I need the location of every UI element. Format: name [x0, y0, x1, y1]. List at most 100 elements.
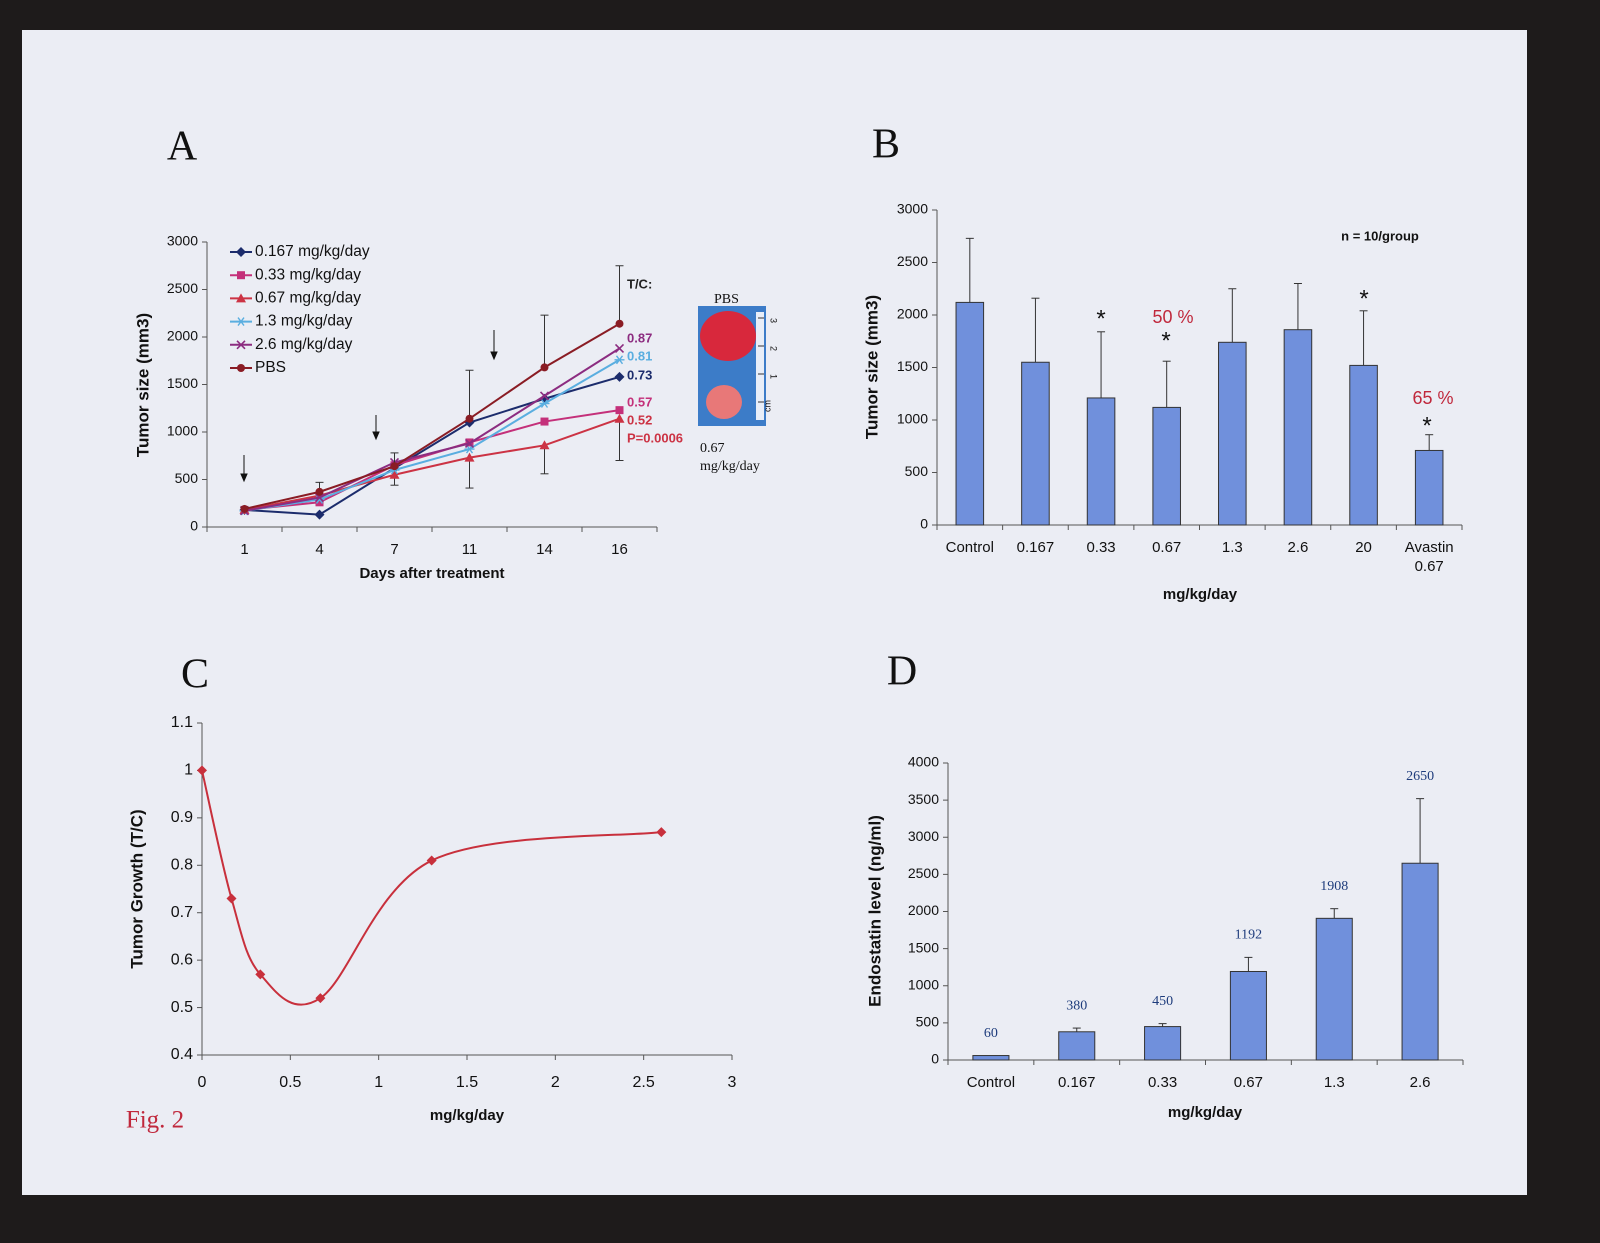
y-tick-label: 0: [190, 518, 198, 534]
annotation: 65 %: [1412, 388, 1453, 408]
marker: [255, 969, 266, 980]
scale-tick: 1: [769, 374, 779, 379]
marker: [614, 413, 625, 423]
series-line: [244, 358, 621, 512]
marker: [197, 765, 207, 776]
legend-marker: [237, 364, 245, 372]
marker: [615, 406, 624, 415]
y-tick-label: 4000: [908, 754, 939, 770]
marker: [656, 827, 667, 838]
x-tick-label: 1.3: [1323, 1074, 1345, 1091]
y-tick-label: 1000: [897, 411, 928, 427]
y-tick-label: 0: [931, 1051, 939, 1067]
y-tick-label: 0.7: [171, 904, 193, 921]
annotation: 50 %: [1152, 307, 1193, 327]
value-label: 60: [984, 1026, 998, 1041]
panel-label: D: [887, 649, 917, 695]
x-tick-label: 0.67: [1152, 539, 1182, 556]
photo-label: mg/kg/day: [700, 459, 760, 474]
scale-tick: 3: [769, 318, 779, 323]
bar: [1021, 361, 1050, 526]
bar: [1218, 341, 1247, 526]
marker: [226, 893, 237, 904]
annotation: *: [1359, 285, 1368, 312]
x-tick-label: Control: [966, 1074, 1016, 1091]
bar: [1401, 862, 1439, 1061]
x-tick-label: 1.5: [456, 1074, 478, 1091]
x-tick-label: 1.3: [1221, 539, 1243, 556]
y-tick-label: 2000: [908, 902, 939, 918]
legend-marker: [236, 340, 246, 350]
scale-tick: 2: [769, 346, 779, 351]
bar: [1283, 329, 1313, 526]
y-axis-title: Endostatin level (ng/ml): [865, 815, 884, 1007]
panel-label: C: [181, 652, 209, 698]
y-tick-label: 1500: [908, 939, 939, 955]
paper: [22, 30, 1527, 1195]
bar: [1144, 1026, 1182, 1061]
bar: [972, 1055, 1010, 1061]
bar: [1349, 364, 1378, 526]
legend-label: 0.33 mg/kg/day: [255, 266, 361, 283]
value-label: 2650: [1406, 769, 1434, 784]
figure-label: Fig. 2: [126, 1107, 184, 1134]
y-tick-label: 0.9: [171, 809, 193, 826]
bar: [1152, 406, 1181, 526]
marker: [315, 498, 324, 507]
y-axis-title: Tumor size (mm3): [133, 313, 152, 457]
marker: [314, 492, 325, 503]
value-label: 380: [1066, 998, 1087, 1013]
x-tick-label: 7: [390, 541, 399, 558]
legend-label: 0.67 mg/kg/day: [255, 289, 361, 306]
y-tick-label: 3000: [908, 828, 939, 844]
y-tick-label: 500: [175, 470, 199, 486]
x-tick-label: Avastin 0.67: [1404, 539, 1454, 575]
y-tick-label: 2500: [167, 280, 198, 296]
y-tick-label: 3000: [167, 233, 198, 249]
annotation: n = 10/group: [1341, 228, 1419, 243]
legend-label: 0.167 mg/kg/day: [255, 243, 370, 260]
marker: [315, 487, 324, 496]
y-tick-label: 2000: [897, 306, 928, 322]
series-line: [201, 770, 662, 1006]
y-tick-label: 500: [905, 463, 929, 479]
series-line: [244, 347, 621, 512]
x-tick-label: 2.6: [1409, 1074, 1431, 1091]
annotation: T/C:: [627, 276, 652, 291]
legend-label: 1.3 mg/kg/day: [255, 313, 353, 330]
tumor-photo: PBS 0.67 mg/kg/day cm 3 2 1: [698, 292, 779, 474]
legend-marker: [237, 271, 245, 280]
marker: [540, 417, 549, 426]
bar: [1058, 1031, 1096, 1061]
y-tick-label: 0.4: [171, 1046, 193, 1063]
y-tick-label: 2000: [167, 328, 198, 344]
y-tick-label: 1500: [167, 375, 198, 391]
annotation: 0.73: [627, 367, 652, 382]
annotation: P=0.0006: [627, 430, 683, 445]
annotation: *: [1096, 305, 1105, 332]
x-tick-label: 4: [315, 541, 324, 558]
bar: [1315, 917, 1353, 1061]
marker: [315, 993, 326, 1004]
x-tick-label: 11: [461, 541, 478, 558]
marker: [539, 440, 550, 450]
y-tick-label: 0.5: [171, 999, 193, 1016]
x-tick-label: 2.5: [633, 1074, 655, 1091]
marker: [464, 438, 475, 448]
x-tick-label: 0.167: [1057, 1074, 1096, 1091]
marker: [389, 469, 400, 479]
y-tick-label: 3500: [908, 791, 939, 807]
marker: [465, 414, 474, 423]
annotation: 0.81: [627, 348, 652, 363]
y-tick-label: 2500: [897, 253, 928, 269]
bar: [1229, 970, 1267, 1061]
annotation: 0.57: [627, 394, 652, 409]
dose-arrows: [240, 330, 498, 483]
legend-label: 2.6 mg/kg/day: [255, 336, 353, 353]
marker: [539, 399, 550, 408]
x-axis-title: mg/kg/day: [1163, 586, 1238, 603]
y-tick-label: 1000: [167, 423, 198, 439]
x-tick-label: 0.167: [1016, 539, 1055, 556]
